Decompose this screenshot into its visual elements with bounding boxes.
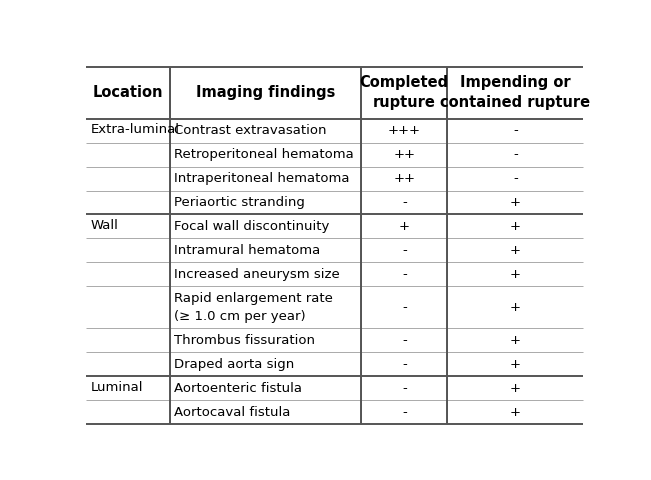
Text: +: + bbox=[510, 196, 521, 209]
Text: Contrast extravasation: Contrast extravasation bbox=[174, 124, 326, 137]
Text: +: + bbox=[510, 244, 521, 257]
Text: -: - bbox=[402, 244, 407, 257]
Text: Aortocaval fistula: Aortocaval fistula bbox=[174, 406, 290, 419]
Text: -: - bbox=[402, 196, 407, 209]
Text: +++: +++ bbox=[388, 124, 421, 137]
Text: +: + bbox=[510, 358, 521, 371]
Text: Wall: Wall bbox=[90, 219, 118, 232]
Text: -: - bbox=[402, 334, 407, 347]
Text: Intramural hematoma: Intramural hematoma bbox=[174, 244, 320, 257]
Text: +: + bbox=[510, 301, 521, 314]
Text: -: - bbox=[513, 124, 518, 137]
Text: Completed
rupture: Completed rupture bbox=[360, 75, 449, 110]
Text: Retroperitoneal hematoma: Retroperitoneal hematoma bbox=[174, 148, 353, 161]
Text: -: - bbox=[402, 268, 407, 281]
Text: +: + bbox=[510, 334, 521, 347]
Text: -: - bbox=[402, 358, 407, 371]
Text: ++: ++ bbox=[393, 148, 415, 161]
Text: -: - bbox=[402, 301, 407, 314]
Text: -: - bbox=[513, 148, 518, 161]
Text: Intraperitoneal hematoma: Intraperitoneal hematoma bbox=[174, 172, 349, 185]
Text: Focal wall discontinuity: Focal wall discontinuity bbox=[174, 220, 329, 233]
Text: Extra-luminal: Extra-luminal bbox=[90, 123, 180, 136]
Text: Luminal: Luminal bbox=[90, 381, 143, 394]
Text: Thrombus fissuration: Thrombus fissuration bbox=[174, 334, 314, 347]
Text: Rapid enlargement rate
(≥ 1.0 cm per year): Rapid enlargement rate (≥ 1.0 cm per yea… bbox=[174, 292, 333, 323]
Text: -: - bbox=[402, 406, 407, 419]
Text: ++: ++ bbox=[393, 172, 415, 185]
Text: Impending or
contained rupture: Impending or contained rupture bbox=[440, 75, 590, 110]
Text: Aortoenteric fistula: Aortoenteric fistula bbox=[174, 382, 301, 395]
Text: Increased aneurysm size: Increased aneurysm size bbox=[174, 268, 339, 281]
Text: +: + bbox=[510, 382, 521, 395]
Text: Imaging findings: Imaging findings bbox=[196, 85, 335, 100]
Text: -: - bbox=[402, 382, 407, 395]
Text: Periaortic stranding: Periaortic stranding bbox=[174, 196, 305, 209]
Text: Draped aorta sign: Draped aorta sign bbox=[174, 358, 294, 371]
Text: -: - bbox=[513, 172, 518, 185]
Text: +: + bbox=[399, 220, 409, 233]
Text: Location: Location bbox=[93, 85, 163, 100]
Text: +: + bbox=[510, 220, 521, 233]
Text: +: + bbox=[510, 406, 521, 419]
Text: +: + bbox=[510, 268, 521, 281]
